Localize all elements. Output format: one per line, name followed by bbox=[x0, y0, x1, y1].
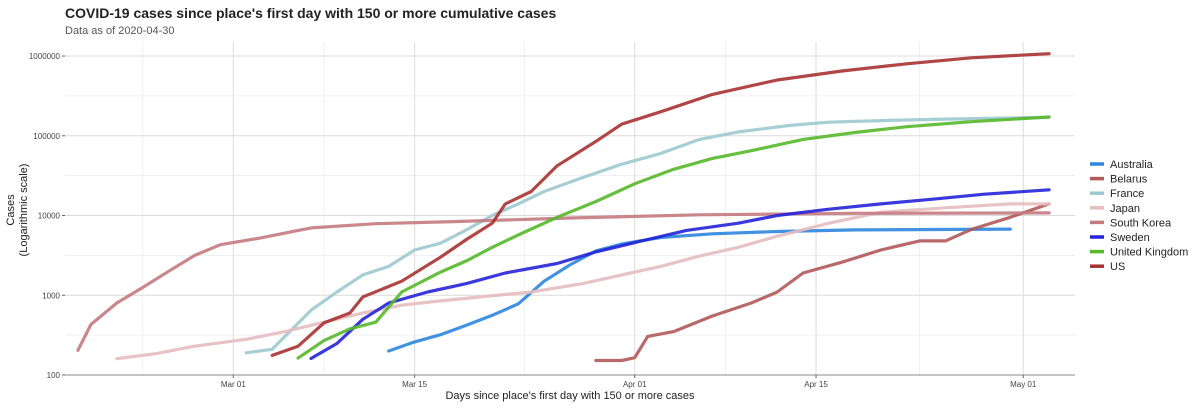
series-lines bbox=[76, 52, 1051, 363]
series-line-us bbox=[270, 52, 1051, 357]
y-ticks: 100 1000 10000 100000 1000000 bbox=[29, 52, 65, 380]
series-line-japan bbox=[115, 202, 1051, 361]
chart-subtitle: Data as of 2020-04-30 bbox=[65, 25, 174, 37]
x-tick-label: Mar 01 bbox=[221, 380, 246, 389]
y-tick-label: 100 bbox=[47, 371, 61, 380]
series-line-sweden bbox=[309, 188, 1051, 361]
x-tick-label: May 01 bbox=[1010, 380, 1037, 389]
y-axis-label-sub: (Logarithmic scale) bbox=[18, 164, 30, 257]
series-line-south-korea bbox=[76, 211, 1051, 352]
legend-label-australia: Australia bbox=[1110, 159, 1154, 171]
y-axis-label: Cases bbox=[5, 194, 17, 226]
y-tick-label: 100000 bbox=[33, 132, 60, 141]
x-tick-label: Apr 01 bbox=[623, 380, 647, 389]
legend-label-united-kingdom: United Kingdom bbox=[1110, 247, 1188, 259]
legend: Australia Belarus France Japan South Korea Sw… bbox=[1090, 159, 1188, 273]
legend-label-japan: Japan bbox=[1110, 203, 1140, 215]
legend-label-belarus: Belarus bbox=[1110, 174, 1148, 186]
legend-label-france: France bbox=[1110, 188, 1144, 200]
legend-label-south-korea: South Korea bbox=[1110, 217, 1172, 229]
y-tick-label: 1000000 bbox=[29, 52, 61, 61]
x-tick-label: Apr 15 bbox=[804, 380, 828, 389]
legend-label-us: US bbox=[1110, 261, 1125, 273]
series-line-france bbox=[244, 115, 1051, 355]
y-tick-label: 10000 bbox=[38, 212, 61, 221]
legend-label-sweden: Sweden bbox=[1110, 232, 1150, 244]
y-tick-label: 1000 bbox=[42, 291, 60, 300]
x-ticks: Mar 01 Mar 15 Apr 01 Apr 15 May 01 bbox=[221, 375, 1037, 389]
series-line-united-kingdom bbox=[296, 115, 1051, 360]
series-line-belarus bbox=[594, 202, 1051, 363]
x-tick-label: Mar 15 bbox=[402, 380, 427, 389]
series-line-australia bbox=[387, 227, 1012, 353]
x-axis-label: Days since place's first day with 150 or… bbox=[445, 390, 695, 402]
chart-title: COVID-19 cases since place's first day w… bbox=[65, 5, 556, 21]
